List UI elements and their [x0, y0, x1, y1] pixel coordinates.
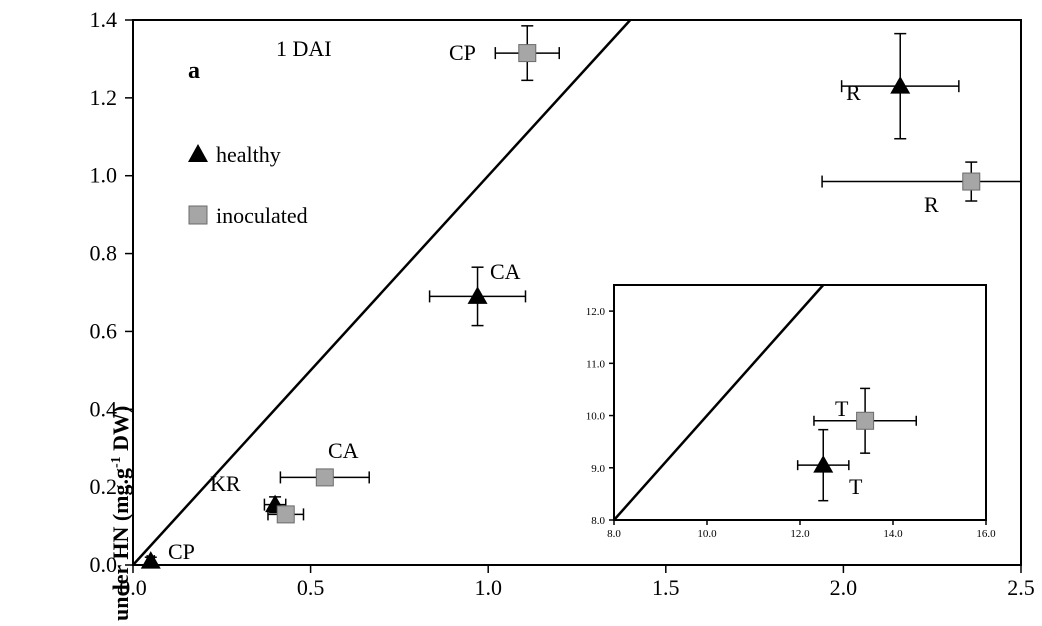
reference-line	[613, 284, 825, 521]
y-tick-label: 10.0	[586, 411, 606, 423]
point-label: CP	[168, 539, 195, 564]
y-tick-label: 0.6	[90, 318, 118, 343]
inset-axis-ticks: 8.0 10.0 12.0 14.0 16.0 8.0 9.0 10.0 11.0 12.0	[586, 306, 996, 540]
x-tick-label: 12.0	[790, 528, 810, 540]
x-tick-label: 2.0	[830, 575, 858, 600]
x-tick-label: 14.0	[883, 528, 903, 540]
point-label: R	[846, 80, 861, 105]
y-axis-label-sup: -1	[109, 456, 124, 468]
legend-triangle-marker	[188, 144, 208, 162]
y-tick-label: 0.4	[90, 396, 118, 421]
y-tick-label: 0.2	[90, 474, 118, 499]
legend-label-healthy: healthy	[216, 142, 281, 167]
healthy-point	[813, 455, 834, 473]
x-tick-label: 0.0	[119, 575, 147, 600]
x-tick-label: 1.0	[474, 575, 502, 600]
point-label: CA	[328, 438, 359, 463]
y-axis-label-tail: DW)	[108, 406, 133, 457]
y-axis-label-main: under HN (mg.g	[108, 468, 133, 621]
y-tick-label: 11.0	[586, 358, 605, 370]
inoculated-point	[518, 44, 537, 63]
main-axis-ticks: 0.0 0.5 1.0 1.5 2.0 2.5 0.0 0.2 0.4 0.6 0.8 1.0 1.2 1…	[90, 7, 1035, 600]
main-marks: CP KR CA R CA CP R	[132, 19, 1021, 569]
annotation-dai: 1 DAI	[276, 36, 332, 61]
x-tick-label: 8.0	[607, 528, 621, 540]
y-tick-label: 0.8	[90, 241, 118, 266]
inoculated-point	[315, 468, 334, 487]
y-tick-label: 1.4	[90, 7, 118, 32]
inoculated-point	[276, 505, 295, 524]
inoculated-point	[856, 411, 875, 430]
healthy-point	[890, 76, 911, 94]
x-tick-label: 2.5	[1007, 575, 1035, 600]
reference-line	[132, 19, 632, 566]
x-tick-label: 16.0	[976, 528, 996, 540]
y-tick-label: 8.0	[591, 515, 605, 527]
point-label: KR	[210, 471, 241, 496]
point-label: T	[849, 474, 863, 499]
y-tick-label: 9.0	[591, 463, 605, 475]
y-tick-label: 1.0	[90, 163, 118, 188]
legend-label-inoculated: inoculated	[216, 203, 308, 228]
healthy-point	[467, 286, 488, 304]
y-axis-label: under HN (mg.g-1 DW)	[108, 406, 133, 621]
plot-frame	[132, 19, 1022, 566]
inset-marks: TT	[613, 284, 917, 521]
x-tick-label: 1.5	[652, 575, 680, 600]
point-label: T	[835, 396, 849, 421]
inset-frame	[613, 284, 987, 521]
legend-square-marker	[188, 205, 208, 225]
inoculated-point	[962, 172, 981, 191]
healthy-point	[140, 551, 161, 569]
legend: healthy inoculated	[188, 142, 308, 228]
point-label: R	[924, 192, 939, 217]
y-tick-label: 1.2	[90, 85, 118, 110]
point-label: CP	[449, 40, 476, 65]
panel-letter: a	[188, 58, 200, 84]
y-tick-label: 0.0	[90, 552, 118, 577]
y-tick-label: 12.0	[586, 306, 606, 318]
x-tick-label: 0.5	[297, 575, 325, 600]
point-label: CA	[490, 259, 521, 284]
x-tick-label: 10.0	[697, 528, 717, 540]
